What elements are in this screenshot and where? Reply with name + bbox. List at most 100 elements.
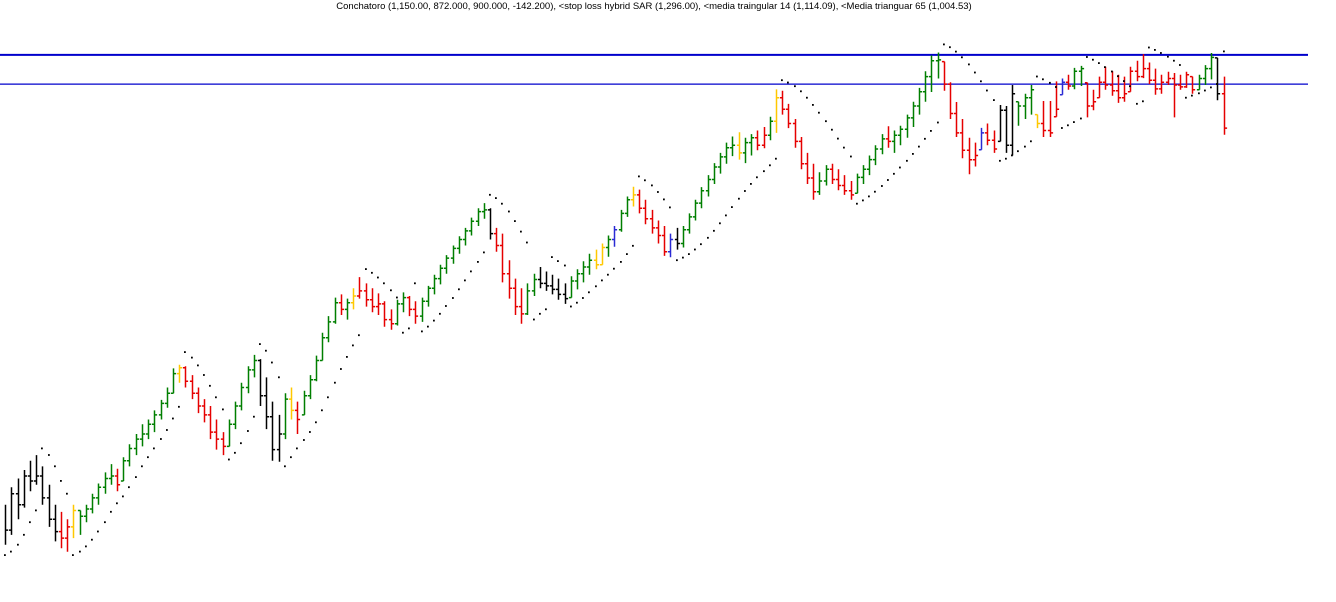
- price-bar: [680, 226, 687, 248]
- sar-dot: [203, 374, 205, 376]
- sar-dot: [116, 502, 118, 505]
- sar-dot: [1185, 96, 1187, 99]
- sar-dot: [700, 243, 702, 246]
- sar-dot: [620, 261, 622, 263]
- price-bar: [133, 434, 140, 456]
- price-bar: [1009, 85, 1016, 156]
- price-bar: [400, 292, 407, 313]
- price-bar: [785, 103, 792, 129]
- sar-dot: [582, 297, 584, 299]
- sar-dot: [551, 256, 553, 258]
- price-bar: [698, 187, 705, 209]
- price-bar: [176, 364, 183, 383]
- sar-dot: [421, 330, 423, 333]
- sar-dot: [197, 364, 199, 367]
- sar-dot: [377, 276, 379, 279]
- sar-dot: [545, 308, 547, 311]
- price-bar: [8, 487, 15, 535]
- price-bar: [182, 366, 189, 388]
- price-bar: [15, 478, 22, 520]
- sar-dot: [1123, 80, 1125, 82]
- sar-dot: [433, 319, 435, 322]
- sar-dot: [1167, 55, 1169, 58]
- price-bar: [189, 375, 196, 400]
- price-bar: [481, 203, 488, 219]
- sar-dot: [60, 480, 62, 482]
- price-bar: [655, 220, 662, 244]
- sar-dot: [29, 521, 31, 524]
- sar-dot: [986, 89, 988, 92]
- price-bar: [499, 233, 506, 283]
- price-bar: [543, 271, 550, 291]
- price-bar: [493, 227, 500, 252]
- price-bar: [916, 87, 923, 115]
- sar-dot: [974, 71, 976, 74]
- sar-dot: [676, 259, 678, 262]
- price-bar: [555, 278, 562, 300]
- sar-dot: [35, 509, 37, 512]
- sar-dot: [663, 198, 665, 201]
- price-bar: [848, 181, 855, 200]
- price-bar: [1078, 65, 1085, 86]
- sar-dot: [719, 222, 721, 225]
- sar-dot: [4, 554, 6, 556]
- sar-dot: [110, 510, 112, 513]
- sar-dot: [514, 220, 516, 222]
- price-bar: [524, 283, 531, 315]
- sar-dot: [228, 458, 230, 461]
- sar-dot: [657, 191, 659, 193]
- price-bar: [841, 175, 848, 195]
- sar-dot: [588, 291, 590, 294]
- sar-dot: [539, 312, 541, 315]
- price-bar: [866, 155, 873, 176]
- price-bar: [108, 464, 115, 485]
- sar-dot: [800, 90, 802, 93]
- sar-dot: [595, 285, 597, 288]
- price-bar: [443, 255, 450, 274]
- price-bar: [251, 354, 258, 378]
- price-bar: [611, 226, 618, 247]
- sar-dot: [489, 193, 491, 196]
- price-bar: [947, 82, 954, 119]
- price-bar: [89, 493, 96, 514]
- sar-dot: [825, 120, 827, 123]
- sar-dot: [1061, 127, 1063, 129]
- price-bar: [77, 509, 84, 535]
- price-bar: [773, 89, 780, 133]
- sar-dot: [1142, 100, 1144, 103]
- price-bar: [1202, 65, 1209, 85]
- price-bar: [1084, 81, 1091, 118]
- sar-dot: [949, 46, 951, 49]
- sar-dot: [601, 279, 603, 282]
- price-bar: [705, 175, 712, 197]
- price-bars: [4, 52, 1228, 552]
- price-bar: [729, 136, 736, 157]
- price-bar: [164, 387, 171, 408]
- sar-dot: [632, 244, 634, 247]
- sar-dot: [327, 396, 329, 399]
- price-bar: [425, 285, 432, 307]
- price-bar: [1003, 106, 1010, 153]
- sar-dot: [1117, 75, 1119, 78]
- price-bar: [238, 382, 245, 411]
- sar-dot: [396, 296, 398, 299]
- sar-dot: [526, 241, 528, 244]
- price-bar: [935, 52, 942, 79]
- price-bar: [661, 226, 668, 256]
- sar-dot: [993, 99, 995, 101]
- price-bar: [1028, 85, 1035, 115]
- price-bar: [350, 288, 357, 310]
- price-bar: [195, 387, 202, 414]
- price-bar: [468, 217, 475, 236]
- price-bar: [462, 227, 469, 246]
- sar-dot: [756, 176, 758, 179]
- price-bar: [475, 208, 482, 226]
- sar-dot: [284, 465, 286, 468]
- price-bar: [126, 444, 133, 467]
- price-bar: [1152, 68, 1159, 95]
- price-bar: [854, 173, 861, 195]
- price-bar: [4, 504, 9, 545]
- price-bar: [1171, 73, 1178, 118]
- sar-dot: [763, 170, 765, 173]
